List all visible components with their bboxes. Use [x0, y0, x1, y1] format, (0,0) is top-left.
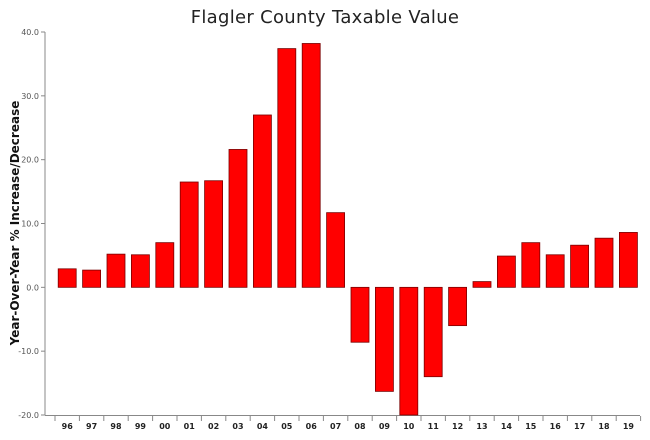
- y-tick-label: 40.0: [21, 28, 39, 37]
- y-tick-label: 30.0: [21, 92, 39, 101]
- bar-18: [594, 237, 614, 288]
- bar-11: [423, 286, 443, 378]
- y-tick-label: -20.0: [18, 411, 39, 420]
- x-tick-label: 02: [208, 422, 219, 431]
- x-tick-label: 11: [428, 422, 440, 431]
- x-tick-label: 00: [159, 422, 171, 431]
- bar-12: [448, 286, 468, 327]
- bar-97: [82, 269, 101, 288]
- y-tick-label: 10.0: [21, 220, 39, 229]
- x-tick-label: 08: [354, 422, 366, 431]
- bar-19: [619, 232, 638, 288]
- bar-06: [301, 43, 321, 288]
- x-tick-label: 13: [476, 422, 487, 431]
- bar-99: [130, 254, 150, 288]
- x-tick-label: 05: [281, 422, 293, 431]
- y-tick-label: 0.0: [26, 283, 39, 292]
- bar-98: [106, 253, 126, 288]
- y-tick-label: -10.0: [18, 347, 39, 356]
- x-tick-label: 97: [86, 422, 97, 431]
- bar-07: [326, 212, 346, 288]
- bar-02: [204, 180, 224, 288]
- x-tick-label: 96: [62, 422, 74, 431]
- bar-09: [374, 286, 394, 392]
- x-tick-label: 17: [574, 422, 585, 431]
- x-tick-label: 09: [379, 422, 391, 431]
- bar-03: [228, 149, 248, 288]
- bar-14: [496, 255, 516, 288]
- bar-10: [399, 286, 419, 416]
- x-tick-label: 19: [623, 422, 635, 431]
- bar-13: [472, 281, 492, 288]
- bar-96: [57, 268, 77, 288]
- x-tick-label: 12: [452, 422, 463, 431]
- x-tick-label: 06: [306, 422, 318, 431]
- bar-04: [252, 114, 272, 288]
- bar-05: [277, 48, 297, 288]
- x-tick-label: 01: [184, 422, 196, 431]
- x-tick-label: 07: [330, 422, 341, 431]
- x-tick-label: 10: [403, 422, 415, 431]
- bar-00: [155, 242, 175, 288]
- x-tick-label: 18: [598, 422, 610, 431]
- x-tick-label: 16: [550, 422, 562, 431]
- x-tick-label: 98: [110, 422, 122, 431]
- bar-16: [545, 254, 565, 288]
- x-tick-label: 03: [232, 422, 243, 431]
- bar-15: [521, 242, 541, 288]
- x-tick-label: 15: [525, 422, 537, 431]
- x-tick-label: 04: [257, 422, 269, 431]
- x-tick-label: 99: [135, 422, 147, 431]
- bar-01: [179, 181, 199, 288]
- bar-08: [350, 286, 370, 343]
- bar-17: [570, 244, 589, 288]
- x-tick-label: 14: [501, 422, 513, 431]
- y-tick-label: 20.0: [21, 156, 39, 165]
- chart-title: Flagler County Taxable Value: [190, 7, 460, 28]
